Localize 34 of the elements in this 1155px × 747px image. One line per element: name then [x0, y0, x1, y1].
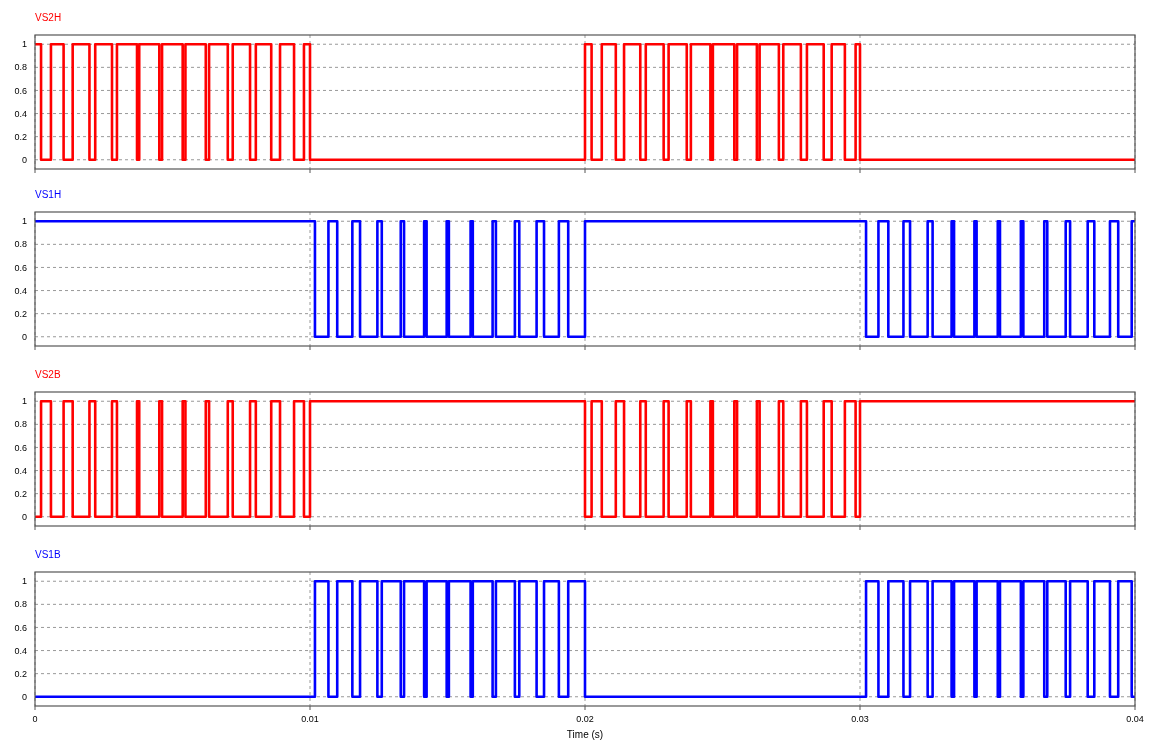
y-tick-label: 0.6	[14, 85, 27, 96]
text: VS1B	[35, 549, 61, 560]
y-tick-label: 0	[21, 511, 27, 522]
y-tick-label: 0.6	[14, 262, 27, 273]
y-tick-label: 0.8	[14, 239, 27, 250]
y-tick-label: 0.2	[14, 668, 27, 679]
y-tick-label: 0.2	[14, 488, 27, 499]
y-tick-label: 0.4	[14, 285, 27, 296]
x-tick-label: 0.01	[301, 714, 319, 724]
x-axis-title: Time (s)	[566, 729, 604, 740]
x-tick-label: 0.03	[851, 714, 869, 724]
y-tick-label: 0.8	[14, 62, 27, 73]
y-tick-label: 0.8	[14, 419, 27, 430]
y-tick-label: 0.4	[14, 645, 27, 656]
x-tick-label: 0.02	[576, 714, 594, 724]
text: VS1H	[35, 189, 62, 200]
text: VS2H	[35, 12, 62, 23]
y-tick-label: 0.2	[14, 308, 27, 319]
y-tick-label: 0.2	[14, 131, 27, 142]
y-tick-label: 0.6	[14, 442, 27, 453]
y-tick-label: 1	[21, 216, 27, 227]
y-tick-label: 0.4	[14, 108, 27, 119]
y-tick-label: 0.8	[14, 599, 27, 610]
y-tick-label: 0	[21, 331, 27, 342]
x-tick-label: 0.04	[1126, 714, 1144, 724]
y-tick-label: 0	[21, 691, 27, 702]
y-tick-label: 0	[21, 154, 27, 165]
y-tick-label: 0.6	[14, 622, 27, 633]
y-tick-label: 1	[21, 39, 27, 50]
y-tick-label: 1	[21, 576, 27, 587]
x-tick-label: 0	[32, 714, 38, 724]
text: VS2B	[35, 369, 61, 380]
y-tick-label: 0.4	[14, 465, 27, 476]
y-tick-label: 1	[21, 396, 27, 407]
